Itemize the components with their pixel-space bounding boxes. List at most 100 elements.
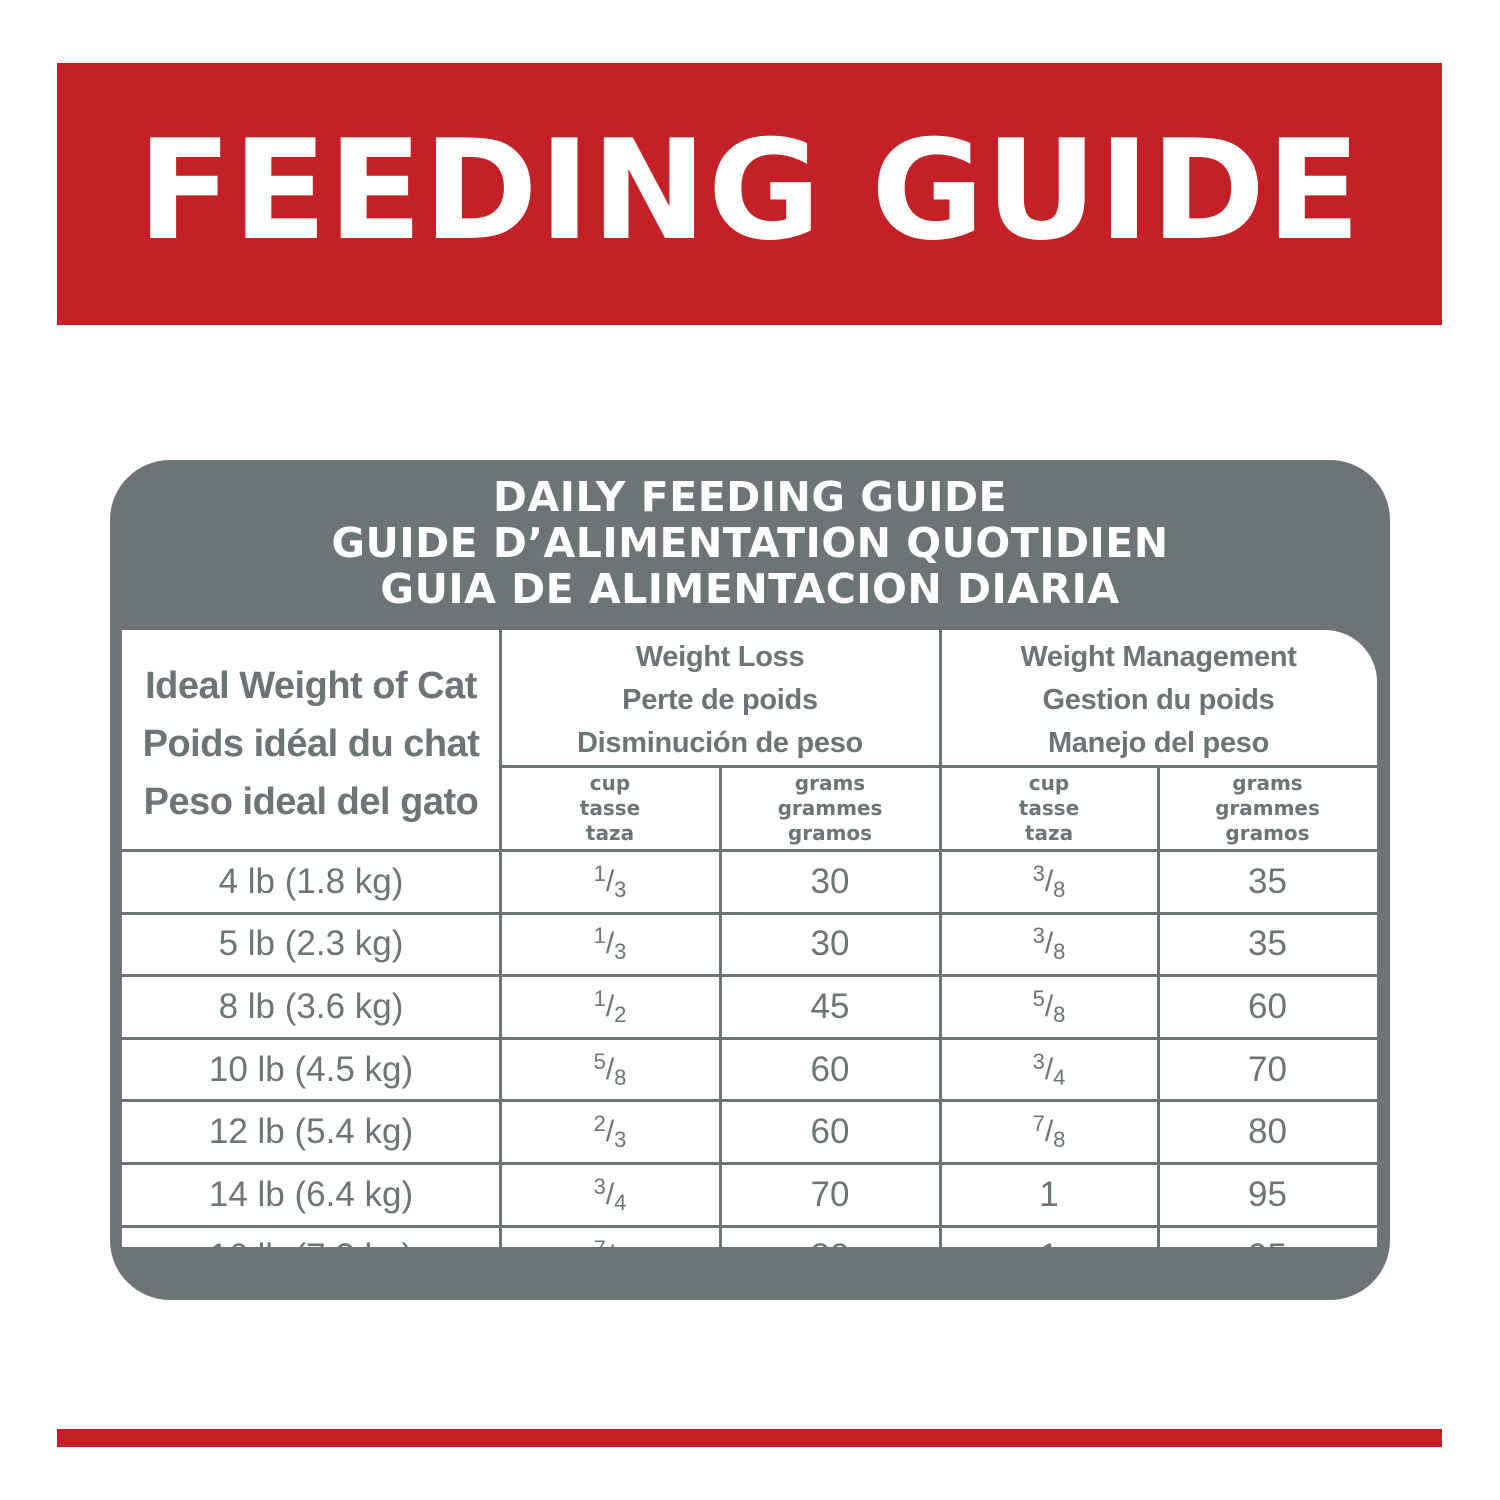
guide-title-en: DAILY FEEDING GUIDE (492, 473, 1007, 521)
fraction-denominator: 8 (614, 1064, 627, 1090)
loss-grams-cell: 60 (810, 1112, 850, 1152)
group-label-line: Weight Loss (635, 640, 805, 673)
fraction-numerator: 3 (593, 1173, 606, 1199)
loss-cup-cell: 1/2 (500, 977, 720, 1037)
fraction-slash: / (1044, 1052, 1054, 1086)
fraction-numerator: 1 (593, 923, 606, 949)
unit-label-line: grams (1232, 771, 1303, 795)
grams-unit-header: grams grammes gramos (1158, 766, 1377, 849)
weight-cell: 5 lb (2.3 kg) (218, 924, 404, 964)
mgmt-grams-cell: 95 (1248, 1174, 1287, 1214)
fraction: 1/3 (594, 923, 627, 965)
mgmt-cup-cell: 7/8 (940, 1102, 1158, 1162)
page-title: FEEDING GUIDE (137, 110, 1362, 271)
unit-label-line: cup (589, 771, 631, 795)
weight-cell: 4 lb (1.8 kg) (218, 861, 404, 901)
loss-cup-cell: 5/8 (500, 1040, 720, 1100)
weight-loss-header: Weight Loss Perte de poids Disminución de … (500, 630, 940, 766)
fraction-slash: / (605, 1052, 615, 1086)
fraction-numerator: 3 (1032, 923, 1045, 949)
weight-cell: 16 lb (7.3 kg) (122, 1228, 500, 1247)
mgmt-grams-cell: 35 (1248, 861, 1287, 901)
column-divider (939, 630, 942, 1247)
column-divider (1157, 766, 1160, 1247)
fraction-denominator: 8 (1053, 876, 1066, 902)
loss-cup-cell: 1/3 (500, 852, 720, 912)
mgmt-cup-cell: 3/8 (940, 852, 1158, 912)
weight-cell: 10 lb (4.5 kg) (208, 1049, 414, 1089)
fraction-denominator: 4 (614, 1189, 627, 1215)
fraction-numerator: 1 (593, 985, 606, 1011)
fraction-denominator: 3 (614, 1127, 627, 1153)
unit-label-line: cup (1028, 771, 1070, 795)
group-label-line: Weight Management (1020, 640, 1297, 673)
fraction-slash: / (605, 927, 615, 961)
mgmt-cup-cell: 1 (940, 1228, 1158, 1247)
fraction: 7/8 (594, 1236, 627, 1247)
fraction-numerator: 2 (593, 1111, 606, 1137)
mgmt-grams-cell: 95 (1158, 1228, 1377, 1247)
weight-cell: 12 lb (5.4 kg) (208, 1112, 414, 1152)
mgmt-cup-cell: 3/4 (940, 1040, 1158, 1100)
loss-grams-cell: 60 (810, 1049, 850, 1089)
column-divider (719, 766, 722, 1247)
weight-header-line: Ideal Weight of Cat (145, 664, 477, 707)
guide-title-es: GUIA DE ALIMENTACION DIARIA (380, 565, 1120, 613)
fraction: 3/8 (1033, 923, 1066, 965)
unit-label-line: grammes (1215, 796, 1320, 820)
weight-column-header: Ideal Weight of Cat Poids idéal du chat Pe… (122, 630, 500, 849)
fraction-numerator: 1 (593, 860, 606, 886)
fraction-numerator: 3 (1032, 1048, 1045, 1074)
fraction-slash: / (1044, 989, 1054, 1023)
row-divider (122, 1224, 1377, 1228)
loss-grams-cell: 80 (720, 1228, 940, 1247)
fraction-slash: / (606, 1240, 614, 1247)
unit-label-line: grams (794, 771, 866, 795)
loss-cup-cell: 2/3 (500, 1102, 720, 1162)
column-divider (499, 630, 502, 1247)
weight-cell: 8 lb (3.6 kg) (218, 986, 404, 1026)
mgmt-grams-cell: 70 (1248, 1049, 1287, 1089)
fraction-slash: / (605, 989, 615, 1023)
mgmt-cup-cell: 1 (1039, 1174, 1059, 1214)
fraction-denominator: 8 (1053, 1001, 1066, 1027)
unit-label-line: tasse (579, 796, 641, 820)
loss-cup-cell: 7/8 (500, 1228, 720, 1247)
unit-label-line: gramos (787, 821, 873, 845)
fraction: 3/8 (1033, 861, 1066, 903)
feeding-guide-panel: DAILY FEEDING GUIDE GUIDE D’ALIMENTATION… (110, 460, 1390, 1300)
mgmt-cup-cell: 5/8 (940, 977, 1158, 1037)
guide-title: DAILY FEEDING GUIDE GUIDE D’ALIMENTATION… (110, 474, 1390, 612)
fraction: 5/8 (1033, 986, 1066, 1028)
row-divider (122, 1099, 1377, 1103)
unit-label-line: grammes (777, 796, 883, 820)
guide-title-fr: GUIDE D’ALIMENTATION QUOTIDIEN (331, 519, 1169, 567)
footer-stripe (57, 1429, 1442, 1447)
fraction: 1/3 (594, 861, 627, 903)
fraction-slash: / (1044, 927, 1054, 961)
loss-grams-cell: 30 (810, 861, 850, 901)
fraction-denominator: 3 (614, 876, 627, 902)
row-divider (122, 1036, 1377, 1040)
fraction: 3/4 (594, 1174, 627, 1216)
fraction-slash: / (605, 1177, 615, 1211)
fraction-slash: / (605, 1115, 615, 1149)
fraction-denominator: 8 (1053, 939, 1066, 965)
fraction-numerator: 7 (594, 1236, 606, 1247)
fraction-denominator: 4 (1053, 1064, 1066, 1090)
unit-label-line: tasse (1018, 796, 1080, 820)
unit-label-line: taza (1024, 821, 1074, 845)
title-banner: FEEDING GUIDE (57, 63, 1442, 325)
fraction-numerator: 5 (593, 1048, 606, 1074)
row-divider (122, 974, 1377, 978)
fraction: 1/2 (594, 986, 627, 1028)
group-label-line: Disminución de peso (577, 726, 863, 759)
mgmt-grams-cell: 60 (1248, 986, 1287, 1026)
fraction: 2/3 (594, 1111, 627, 1153)
group-label-line: Perte de poids (622, 683, 818, 716)
group-divider (500, 765, 1377, 768)
cup-unit-header: cup tasse taza (500, 766, 720, 849)
fraction-numerator: 3 (1032, 860, 1045, 886)
cup-unit-header: cup tasse taza (940, 766, 1158, 849)
fraction-slash: / (605, 864, 615, 898)
